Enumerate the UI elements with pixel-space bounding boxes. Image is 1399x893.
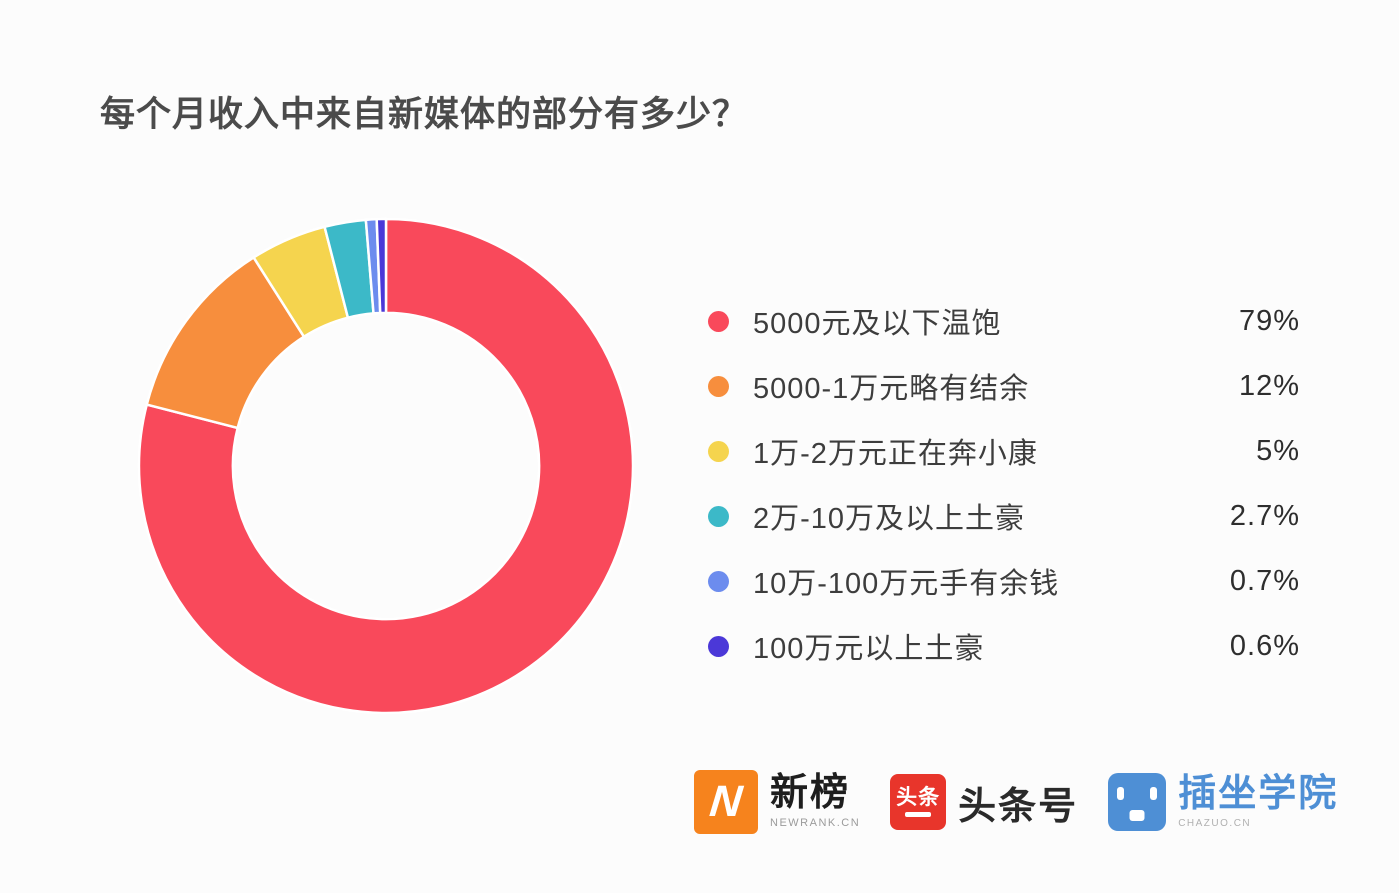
footer-logos: N 新榜 NEWRANK.CN 头条 头条号 插坐学院 CHAZUO.CN	[694, 770, 1338, 834]
legend-label: 2万-10万及以上土豪	[753, 503, 1026, 535]
toutiao-name: 头条号	[958, 785, 1079, 828]
legend-label: 10万-100万元手有余钱	[753, 568, 1060, 600]
page-title: 每个月收入中来自新媒体的部分有多少？	[100, 95, 749, 134]
legend-label: 1万-2万元正在奔小康	[753, 438, 1038, 470]
newrank-icon: N	[694, 770, 758, 834]
legend-item: 100万元以上土豪 0.6%	[708, 625, 1300, 667]
toutiao-logo: 头条 头条号	[890, 774, 1078, 830]
newrank-name: 新榜	[770, 772, 851, 815]
toutiao-icon: 头条	[890, 774, 947, 830]
legend-item: 5000元及以下温饱 79%	[708, 300, 1300, 342]
chazuo-robot-icon	[1108, 773, 1167, 831]
newrank-logo: N 新榜 NEWRANK.CN	[694, 770, 860, 834]
legend: 5000元及以下温饱 79% 5000-1万元略有结余 12% 1万-2万元正在…	[708, 300, 1300, 667]
legend-dot-icon	[708, 440, 729, 462]
newrank-url: NEWRANK.CN	[770, 817, 861, 830]
legend-label: 5000-1万元略有结余	[753, 373, 1030, 405]
legend-dot-icon	[708, 635, 729, 657]
legend-item: 1万-2万元正在奔小康 5%	[708, 430, 1300, 472]
legend-item: 2万-10万及以上土豪 2.7%	[708, 495, 1300, 537]
legend-value: 5%	[1256, 434, 1300, 467]
legend-value: 0.6%	[1229, 629, 1300, 662]
legend-dot-icon	[708, 505, 729, 527]
toutiao-icon-text: 头条	[896, 786, 941, 809]
legend-value: 79%	[1238, 304, 1300, 337]
toutiao-icon-bar	[905, 812, 932, 817]
legend-value: 12%	[1238, 369, 1300, 402]
legend-dot-icon	[708, 375, 729, 397]
legend-item: 10万-100万元手有余钱 0.7%	[708, 560, 1300, 602]
chazuo-name: 插坐学院	[1178, 772, 1339, 815]
legend-dot-icon	[708, 570, 729, 592]
legend-value: 0.7%	[1229, 564, 1300, 597]
newrank-icon-letter: N	[707, 777, 745, 826]
donut-chart	[136, 216, 636, 716]
robot-mouth-icon	[1129, 810, 1145, 821]
donut-slice-0	[137, 217, 635, 715]
legend-dot-icon	[708, 310, 729, 332]
legend-value: 2.7%	[1229, 499, 1300, 532]
robot-eye-icon	[1117, 787, 1125, 800]
legend-label: 5000元及以下温饱	[753, 308, 1002, 340]
donut-slice-5	[375, 217, 388, 315]
chazuo-logo: 插坐学院 CHAZUO.CN	[1108, 773, 1338, 831]
legend-label: 100万元以上土豪	[753, 633, 985, 665]
donut-svg	[137, 217, 635, 715]
chazuo-url: CHAZUO.CN	[1178, 817, 1252, 829]
robot-eye-icon	[1150, 787, 1158, 800]
legend-item: 5000-1万元略有结余 12%	[708, 365, 1300, 407]
